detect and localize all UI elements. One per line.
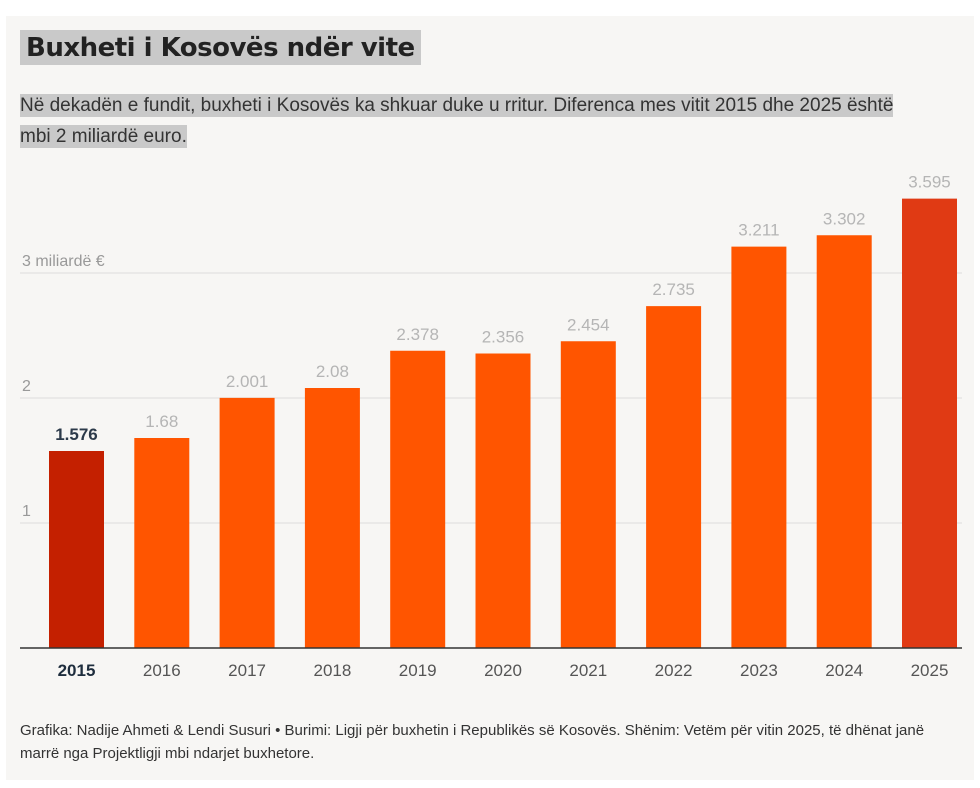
- bar-2022: [646, 306, 702, 648]
- x-tick-label: 2017: [228, 661, 266, 680]
- value-label: 3.302: [823, 209, 866, 228]
- x-tick-label: 2016: [143, 661, 181, 680]
- bar-2023: [731, 246, 787, 648]
- value-label: 3.211: [738, 221, 779, 240]
- bar-2018: [304, 388, 360, 648]
- y-tick-label: 2: [22, 378, 31, 395]
- chart-footer: Grafika: Nadije Ahmeti & Lendi Susuri • …: [20, 722, 925, 762]
- x-tick-label: 2022: [655, 661, 693, 680]
- bar-2024: [816, 235, 872, 648]
- y-tick-label: 3 miliardë €: [22, 253, 105, 270]
- value-label: 2.378: [396, 325, 439, 344]
- bar-2016: [134, 438, 190, 648]
- bar-2015: [49, 451, 104, 648]
- chart-subtitle: Në dekadën e fundit, buxheti i Kosovës k…: [20, 90, 920, 152]
- x-tick-label: 2025: [911, 661, 949, 680]
- bar-2019: [390, 350, 446, 648]
- value-label: 2.001: [226, 372, 269, 391]
- x-tick-label: 2015: [58, 661, 96, 680]
- value-label: 3.595: [908, 173, 951, 192]
- value-label: 2.454: [567, 315, 610, 334]
- x-tick-label: 2023: [740, 661, 778, 680]
- value-label: 2.735: [652, 280, 695, 299]
- x-tick-label: 2019: [399, 661, 437, 680]
- value-label: 2.08: [316, 362, 349, 381]
- chart-title: Buxheti i Kosovës ndër vite: [20, 30, 421, 65]
- y-tick-label: 1: [22, 503, 31, 520]
- bar-2025: [902, 198, 957, 648]
- x-tick-label: 2024: [825, 661, 863, 680]
- bar-2021: [560, 341, 616, 648]
- bar-2020: [475, 353, 531, 648]
- x-tick-label: 2018: [313, 661, 351, 680]
- value-label: 2.356: [482, 328, 525, 347]
- value-label: 1.576: [55, 425, 98, 444]
- value-label: 1.68: [145, 412, 178, 431]
- x-tick-label: 2020: [484, 661, 522, 680]
- x-tick-label: 2021: [569, 661, 607, 680]
- bar-2017: [219, 397, 275, 648]
